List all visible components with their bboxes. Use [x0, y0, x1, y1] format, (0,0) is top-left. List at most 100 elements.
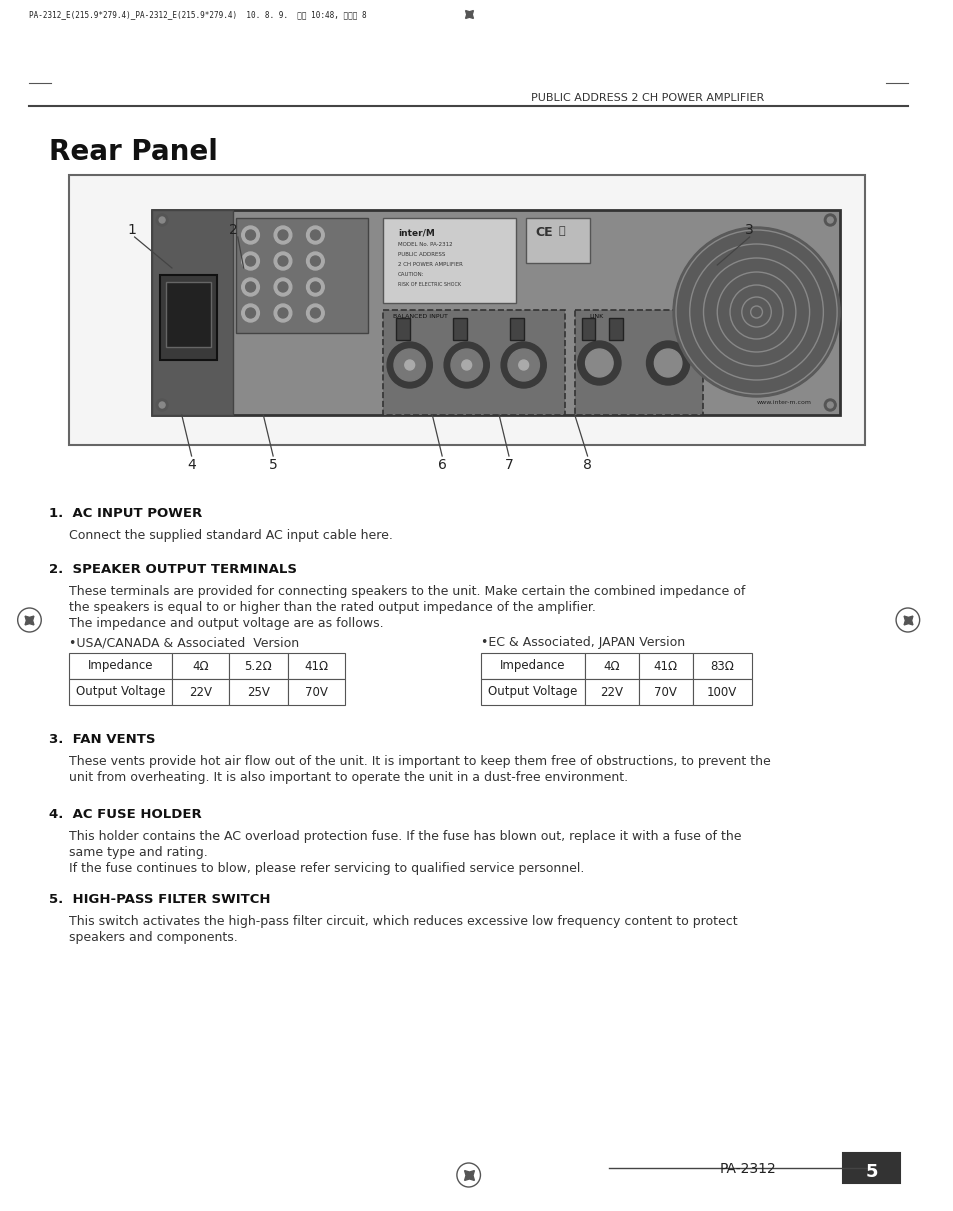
Text: www.inter-m.com: www.inter-m.com	[756, 400, 811, 404]
Text: 41Ω: 41Ω	[653, 660, 677, 672]
Text: Rear Panel: Rear Panel	[49, 138, 218, 166]
Text: The impedance and output voltage are as follows.: The impedance and output voltage are as …	[69, 616, 383, 630]
Text: These vents provide hot air flow out of the unit. It is important to keep them f: These vents provide hot air flow out of …	[69, 754, 770, 768]
Text: speakers and components.: speakers and components.	[69, 931, 237, 945]
FancyBboxPatch shape	[152, 210, 233, 415]
Text: MODEL No. PA-2312: MODEL No. PA-2312	[397, 242, 452, 247]
Circle shape	[241, 226, 259, 243]
FancyBboxPatch shape	[638, 653, 692, 679]
Text: 5.2Ω: 5.2Ω	[244, 660, 272, 672]
Text: 1: 1	[128, 223, 136, 237]
FancyBboxPatch shape	[638, 679, 692, 705]
Text: 22V: 22V	[599, 685, 622, 699]
FancyBboxPatch shape	[575, 310, 701, 415]
Circle shape	[444, 342, 489, 388]
Text: 5.  HIGH-PASS FILTER SWITCH: 5. HIGH-PASS FILTER SWITCH	[49, 893, 271, 906]
FancyBboxPatch shape	[584, 679, 638, 705]
Text: RISK OF ELECTRIC SHOCK: RISK OF ELECTRIC SHOCK	[397, 282, 460, 287]
Circle shape	[241, 304, 259, 322]
Text: This holder contains the AC overload protection fuse. If the fuse has blown out,: This holder contains the AC overload pro…	[69, 830, 740, 843]
Circle shape	[277, 282, 288, 292]
FancyBboxPatch shape	[229, 653, 288, 679]
Circle shape	[306, 252, 324, 270]
Text: the speakers is equal to or higher than the rated output impedance of the amplif: the speakers is equal to or higher than …	[69, 601, 595, 614]
Circle shape	[461, 360, 471, 371]
Circle shape	[241, 279, 259, 295]
Text: PUBLIC ADDRESS: PUBLIC ADDRESS	[397, 252, 445, 257]
FancyBboxPatch shape	[510, 318, 523, 340]
Circle shape	[306, 226, 324, 243]
Circle shape	[826, 217, 832, 223]
Text: CAUTION:: CAUTION:	[397, 272, 424, 277]
Circle shape	[245, 256, 255, 266]
Text: same type and rating.: same type and rating.	[69, 846, 208, 859]
Text: These terminals are provided for connecting speakers to the unit. Make certain t: These terminals are provided for connect…	[69, 585, 744, 598]
FancyBboxPatch shape	[172, 679, 229, 705]
FancyBboxPatch shape	[288, 653, 345, 679]
Circle shape	[277, 256, 288, 266]
Circle shape	[245, 308, 255, 318]
Circle shape	[826, 402, 832, 408]
FancyBboxPatch shape	[481, 653, 584, 679]
FancyBboxPatch shape	[69, 679, 172, 705]
FancyBboxPatch shape	[581, 318, 595, 340]
Circle shape	[310, 230, 320, 240]
Text: PA-2312: PA-2312	[719, 1163, 776, 1176]
FancyBboxPatch shape	[383, 218, 516, 303]
Circle shape	[306, 279, 324, 295]
Text: If the fuse continues to blow, please refer servicing to qualified service perso: If the fuse continues to blow, please re…	[69, 862, 583, 876]
FancyBboxPatch shape	[842, 1153, 899, 1183]
Circle shape	[585, 349, 613, 377]
Circle shape	[387, 342, 432, 388]
Text: 4Ω: 4Ω	[192, 660, 209, 672]
Text: 2: 2	[229, 223, 237, 237]
FancyBboxPatch shape	[692, 653, 751, 679]
Text: LINK: LINK	[589, 314, 603, 318]
Circle shape	[654, 349, 681, 377]
Circle shape	[274, 279, 292, 295]
FancyBboxPatch shape	[609, 318, 622, 340]
Circle shape	[404, 360, 415, 371]
Text: 83Ω: 83Ω	[709, 660, 734, 672]
Text: 7: 7	[504, 458, 513, 472]
Circle shape	[245, 282, 255, 292]
Text: Connect the supplied standard AC input cable here.: Connect the supplied standard AC input c…	[69, 529, 393, 543]
Text: This switch activates the high-pass filter circuit, which reduces excessive low : This switch activates the high-pass filt…	[69, 916, 737, 928]
Circle shape	[500, 342, 546, 388]
Text: 25V: 25V	[247, 685, 270, 699]
Text: Impedance: Impedance	[499, 660, 565, 672]
FancyBboxPatch shape	[383, 310, 564, 415]
Text: 2 CH POWER AMPLIFIER: 2 CH POWER AMPLIFIER	[397, 262, 462, 266]
FancyBboxPatch shape	[229, 679, 288, 705]
Circle shape	[245, 230, 255, 240]
Circle shape	[277, 308, 288, 318]
FancyBboxPatch shape	[584, 653, 638, 679]
Circle shape	[672, 226, 840, 397]
Circle shape	[451, 349, 482, 381]
Text: Impedance: Impedance	[88, 660, 152, 672]
Text: unit from overheating. It is also important to operate the unit in a dust-free e: unit from overheating. It is also import…	[69, 771, 627, 784]
Circle shape	[310, 282, 320, 292]
Text: 4.  AC FUSE HOLDER: 4. AC FUSE HOLDER	[49, 808, 202, 821]
FancyBboxPatch shape	[152, 210, 840, 415]
Circle shape	[306, 304, 324, 322]
Text: 4Ω: 4Ω	[602, 660, 619, 672]
Circle shape	[241, 252, 259, 270]
Text: 3.  FAN VENTS: 3. FAN VENTS	[49, 733, 155, 746]
FancyBboxPatch shape	[525, 218, 589, 263]
Text: 22V: 22V	[189, 685, 212, 699]
Text: •EC & Associated, JAPAN Version: •EC & Associated, JAPAN Version	[481, 636, 685, 649]
FancyBboxPatch shape	[172, 653, 229, 679]
Circle shape	[159, 402, 165, 408]
Circle shape	[274, 304, 292, 322]
FancyBboxPatch shape	[481, 679, 584, 705]
FancyBboxPatch shape	[69, 176, 863, 444]
Text: 70V: 70V	[654, 685, 677, 699]
Text: inter/M: inter/M	[397, 228, 435, 237]
Circle shape	[823, 214, 835, 226]
Text: 3: 3	[744, 223, 753, 237]
Text: BALANCED INPUT: BALANCED INPUT	[393, 314, 447, 318]
Circle shape	[156, 214, 168, 226]
Circle shape	[156, 398, 168, 411]
Text: 2.  SPEAKER OUTPUT TERMINALS: 2. SPEAKER OUTPUT TERMINALS	[49, 563, 296, 576]
